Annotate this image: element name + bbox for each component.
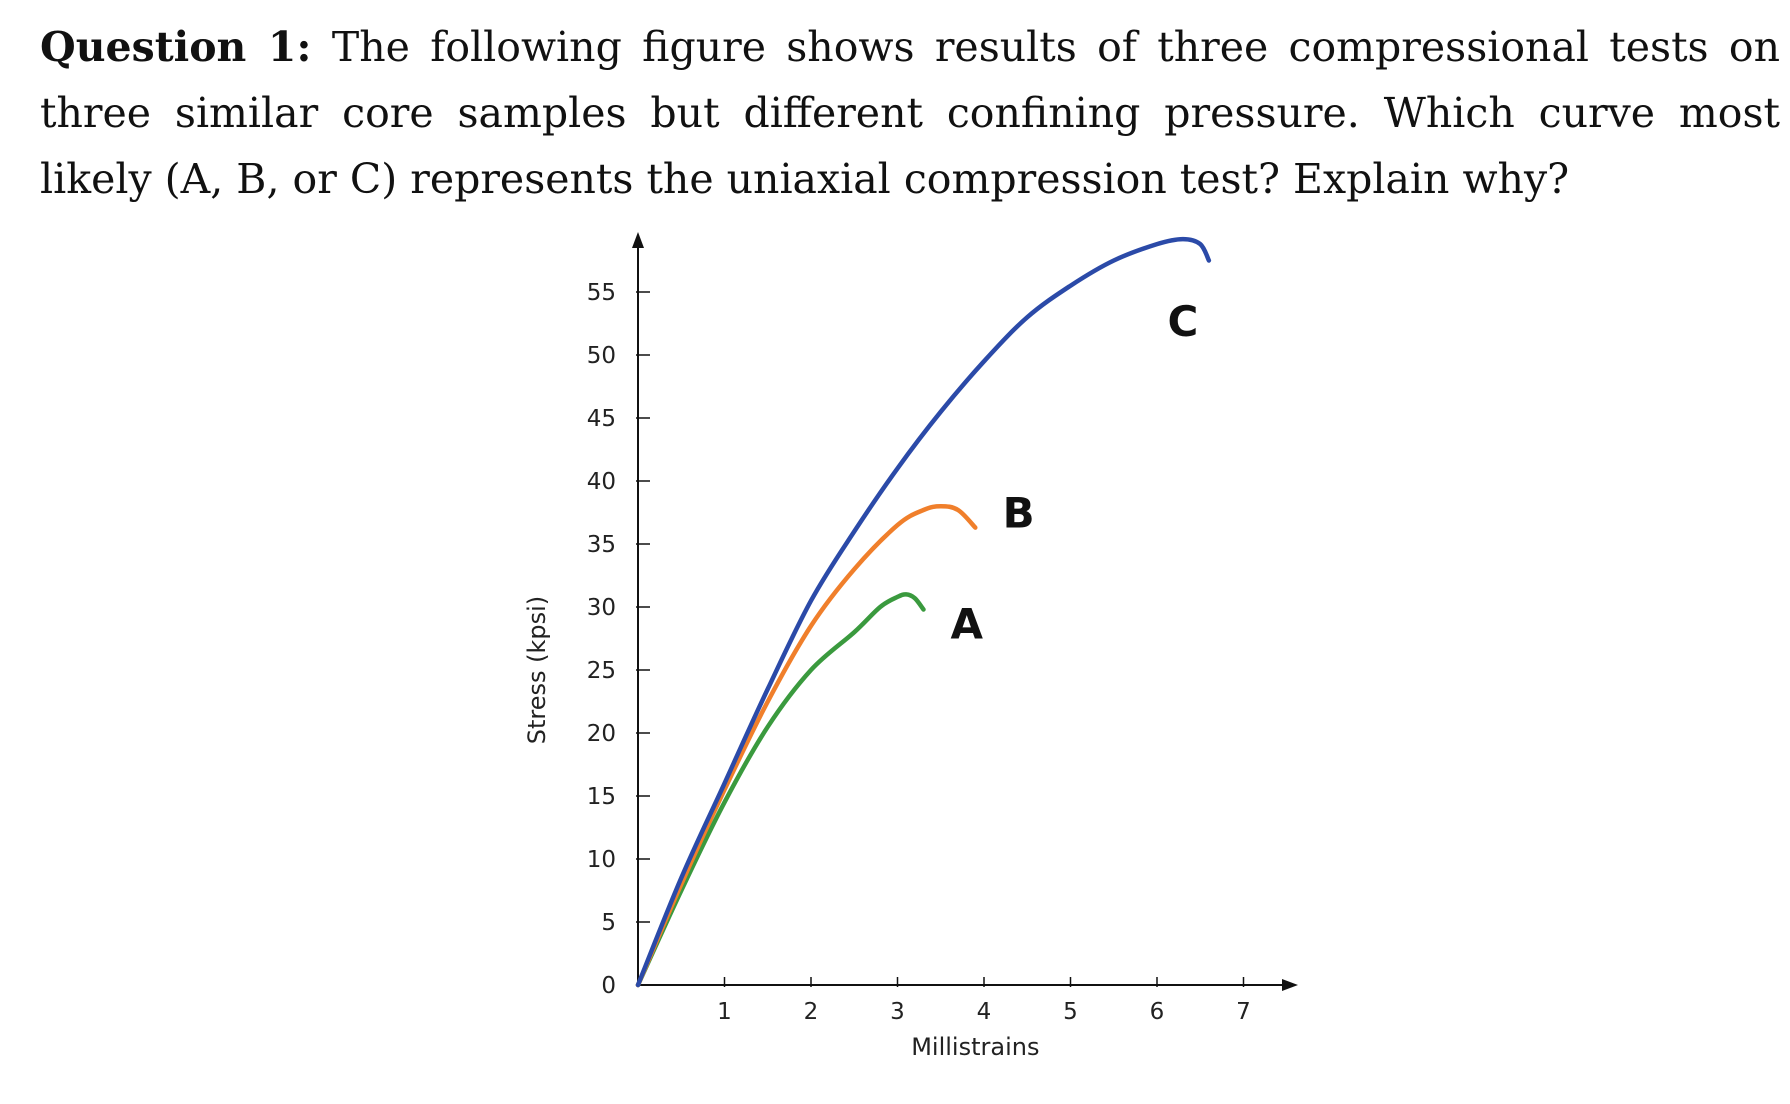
x-tick-label: 3 (890, 999, 905, 1025)
curve-a (635, 592, 926, 988)
curve-label-a: A (950, 600, 983, 649)
x-axis-title: Millistrains (911, 1033, 1039, 1061)
x-tick-label: 2 (804, 999, 819, 1025)
y-tick-label: 5 (601, 910, 616, 936)
y-tick-label: 0 (601, 973, 616, 999)
x-axis-arrow-icon (1282, 979, 1298, 991)
y-axis-arrow-icon (632, 232, 644, 248)
x-tick-label: 1 (717, 999, 732, 1025)
chart-labels: A B C (950, 297, 1198, 648)
y-tick-label: 25 (587, 658, 616, 684)
x-tick-label: 4 (977, 999, 992, 1025)
y-tick-label: 45 (587, 406, 616, 432)
y-tick-label: 30 (587, 595, 616, 621)
y-tick-label: 15 (587, 784, 616, 810)
curve-label-c: C (1168, 297, 1199, 346)
y-axis-title: Stress (kpsi) (523, 596, 551, 744)
y-tick-label: 20 (587, 721, 616, 747)
x-tick-label: 6 (1150, 999, 1165, 1025)
curve-b (635, 503, 978, 988)
curve-label-b: B (1003, 489, 1035, 538)
y-tick-label: 35 (587, 532, 616, 558)
x-tick-label: 7 (1236, 999, 1251, 1025)
y-tick-label: 40 (587, 469, 616, 495)
x-tick-label: 5 (1063, 999, 1078, 1025)
question-text: Question 1: The following figure shows r… (40, 14, 1780, 212)
question-body: The following figure shows results of th… (40, 23, 1780, 203)
y-tick-label: 10 (587, 847, 616, 873)
y-tick-label: 55 (587, 280, 616, 306)
question-label: Question 1: (40, 23, 312, 71)
y-tick-label: 50 (587, 343, 616, 369)
curve-c (635, 236, 1212, 988)
chart-curves (635, 236, 1212, 988)
